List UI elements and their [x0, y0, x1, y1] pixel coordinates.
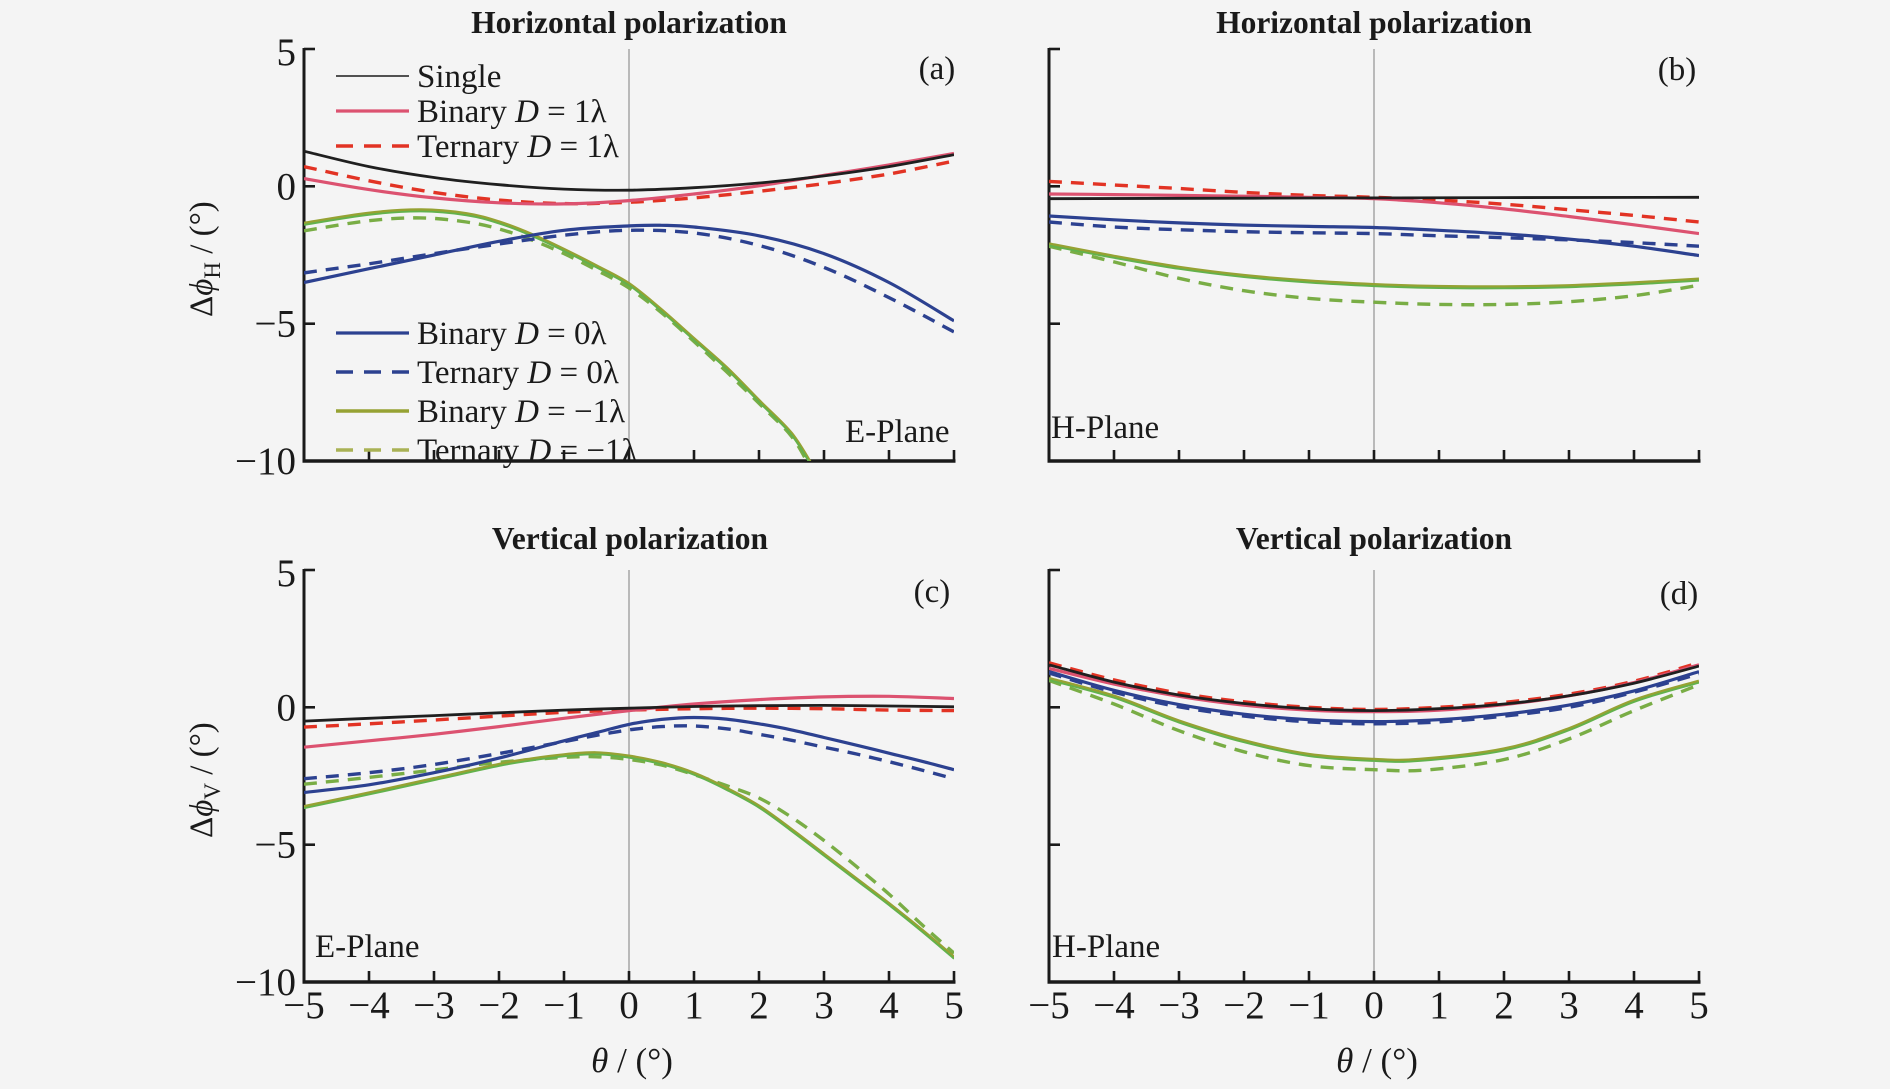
svg-text:−1: −1: [1288, 984, 1330, 1027]
svg-text:θ / (°): θ / (°): [1336, 1041, 1418, 1080]
svg-text:(d): (d): [1660, 576, 1698, 612]
svg-text:(b): (b): [1658, 52, 1696, 88]
svg-text:Binary D = 1λ: Binary D = 1λ: [417, 94, 607, 130]
svg-text:−2: −2: [1223, 984, 1265, 1027]
svg-text:2: 2: [1494, 984, 1514, 1027]
svg-text:0: 0: [277, 165, 297, 208]
svg-text:0: 0: [619, 984, 639, 1027]
svg-text:Single: Single: [417, 59, 501, 95]
svg-text:Ternary D = −1λ: Ternary D = −1λ: [417, 433, 637, 469]
svg-text:−4: −4: [1093, 984, 1135, 1027]
svg-text:−2: −2: [478, 984, 520, 1027]
svg-text:5: 5: [944, 984, 964, 1027]
svg-text:−10: −10: [235, 440, 296, 483]
svg-text:Vertical polarization: Vertical polarization: [492, 521, 769, 556]
svg-text:2: 2: [749, 984, 769, 1027]
svg-text:E-Plane: E-Plane: [315, 929, 419, 965]
svg-text:ΔϕH / (°): ΔϕH / (°): [184, 201, 225, 317]
svg-text:H-Plane: H-Plane: [1051, 410, 1159, 446]
svg-text:Ternary D = 0λ: Ternary D = 0λ: [417, 355, 619, 391]
svg-text:−5: −5: [255, 824, 297, 867]
svg-text:5: 5: [277, 552, 297, 595]
svg-text:3: 3: [1559, 984, 1579, 1027]
svg-text:−3: −3: [1158, 984, 1200, 1027]
svg-text:4: 4: [879, 984, 899, 1027]
svg-text:−1: −1: [543, 984, 585, 1027]
svg-text:0: 0: [277, 686, 297, 729]
svg-text:θ / (°): θ / (°): [591, 1041, 673, 1080]
svg-text:(c): (c): [914, 574, 951, 610]
svg-text:−3: −3: [413, 984, 455, 1027]
svg-text:Ternary D = 1λ: Ternary D = 1λ: [417, 129, 619, 165]
svg-text:−5: −5: [283, 984, 325, 1027]
svg-text:Vertical polarization: Vertical polarization: [1236, 521, 1513, 556]
svg-text:Binary D = −1λ: Binary D = −1λ: [417, 394, 625, 430]
svg-text:E-Plane: E-Plane: [845, 414, 949, 450]
svg-text:1: 1: [684, 984, 704, 1027]
svg-text:1: 1: [1429, 984, 1449, 1027]
svg-text:ΔϕV / (°): ΔϕV / (°): [184, 722, 225, 838]
svg-text:Horizontal polarization: Horizontal polarization: [471, 5, 787, 40]
svg-text:4: 4: [1624, 984, 1644, 1027]
svg-text:−4: −4: [348, 984, 390, 1027]
svg-text:0: 0: [1364, 984, 1384, 1027]
svg-text:3: 3: [814, 984, 834, 1027]
svg-text:5: 5: [1689, 984, 1709, 1027]
svg-text:−5: −5: [1028, 984, 1070, 1027]
svg-text:Binary D = 0λ: Binary D = 0λ: [417, 316, 607, 352]
svg-text:5: 5: [277, 31, 297, 74]
svg-text:H-Plane: H-Plane: [1052, 929, 1160, 965]
svg-text:−5: −5: [255, 303, 297, 346]
svg-text:Horizontal polarization: Horizontal polarization: [1216, 5, 1532, 40]
svg-text:−10: −10: [235, 961, 296, 1004]
svg-text:(a): (a): [919, 51, 956, 87]
